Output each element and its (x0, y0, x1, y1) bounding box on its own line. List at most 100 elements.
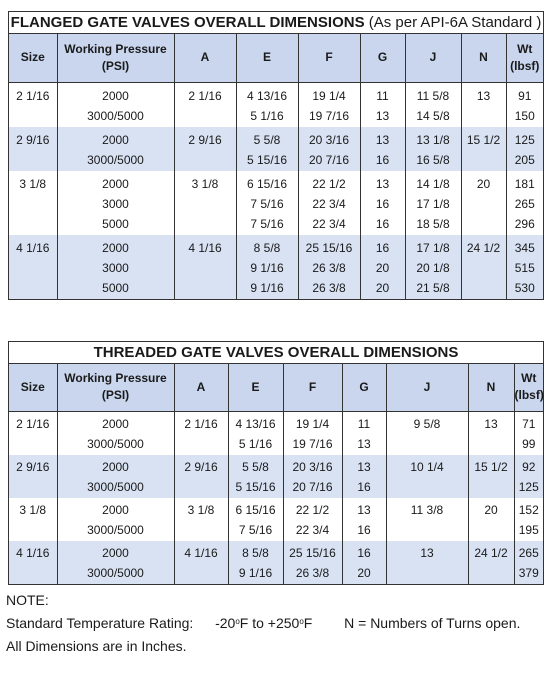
flanged-title-text: FLANGED GATE VALVES OVERALL DIMENSIONS (10, 14, 365, 31)
j-value: 18 5/8 (416, 216, 450, 231)
f-value: 25 15/16 (305, 240, 353, 255)
cell-n: 20 (460, 170, 506, 235)
e-value: 6 15/16 (246, 176, 288, 191)
n-value: 24 1/2 (474, 545, 508, 560)
pressure-value: 2000 (102, 502, 129, 517)
e-value: 5 15/16 (246, 152, 288, 167)
g-value: 11 (376, 88, 389, 103)
cell-size: 3 1/8 (9, 497, 57, 541)
pressure-value: 3000/5000 (87, 522, 144, 537)
n-value: 20 (484, 502, 498, 517)
f-value: 20 3/16 (292, 459, 333, 474)
cell-size: 3 1/8 (9, 170, 57, 235)
pressure-value: 3000/5000 (87, 152, 144, 167)
g-value: 20 (375, 260, 390, 275)
flanged-col-f: F (297, 34, 360, 83)
size-value: 3 1/8 (19, 502, 47, 517)
e-value: 9 1/16 (250, 260, 284, 275)
threaded-title-text: THREADED GATE VALVES OVERALL DIMENSIONS (93, 344, 459, 361)
cell-g: 11 13 (341, 411, 386, 455)
wt-value: 125 (514, 132, 535, 147)
f-value: 20 7/16 (292, 479, 333, 494)
cell-pressure: 2000 3000/5000 (56, 497, 174, 541)
f-value: 22 3/4 (295, 522, 330, 537)
j-value: 21 5/8 (416, 280, 450, 295)
wt-value: 515 (514, 260, 535, 275)
cell-wt: 71 99 (513, 411, 543, 455)
j-value: 13 (420, 545, 434, 560)
flanged-subtitle-text: (As per API-6A Standard ) (368, 14, 542, 31)
e-value: 8 5/8 (242, 545, 269, 560)
pressure-value: 3000 (102, 260, 129, 275)
wt-value: 345 (514, 240, 535, 255)
cell-g: 13 16 (341, 497, 386, 541)
wt-value: 296 (514, 216, 535, 231)
wt-value: 195 (518, 522, 539, 537)
pressure-value: 2000 (102, 240, 129, 255)
n-value: 15 1/2 (466, 132, 501, 147)
cell-f: 20 3/16 20 7/16 (282, 454, 342, 498)
f-value: 26 3/8 (295, 565, 330, 580)
threaded-table-body: 2 1/16 2000 3000/5000 2 1/16 4 13/16 5 1/16 19… (9, 411, 543, 584)
size-value: 2 9/16 (16, 459, 50, 474)
cell-wt: 345 515 530 (505, 234, 543, 299)
cell-g: 13 16 (341, 454, 386, 498)
size-value: 4 1/16 (16, 545, 50, 560)
threaded-col-size: Size (9, 364, 57, 412)
table-row: 3 1/8 2000 3000 5000 3 1/8 6 15/16 7 5/16 7 5/1… (9, 170, 543, 235)
wt-value: 71 (522, 416, 536, 431)
e-value: 4 13/16 (246, 88, 288, 103)
cell-wt: 181 265 296 (505, 170, 543, 235)
j-value: 9 5/8 (413, 416, 441, 431)
cell-g: 13 16 (359, 126, 405, 171)
a-value: 2 9/16 (184, 459, 218, 474)
e-value: 5 1/16 (238, 436, 273, 451)
table-row: 2 1/16 2000 3000/5000 2 1/16 4 13/16 5 1/16 19… (9, 411, 543, 455)
size-value: 4 1/16 (16, 240, 50, 255)
cell-j: 17 1/8 20 1/8 21 5/8 (404, 234, 461, 299)
n-value: 20 (476, 176, 491, 191)
cell-j: 14 1/8 17 1/8 18 5/8 (404, 170, 461, 235)
flanged-col-size: Size (9, 34, 57, 83)
g-value: 13 (375, 176, 390, 191)
n-value: 13 (476, 88, 491, 103)
flanged-table-title: FLANGED GATE VALVES OVERALL DIMENSIONS (… (9, 12, 543, 34)
threaded-header-row: Size Working Pressure (PSI) A E F G J N … (9, 364, 544, 412)
wt-value: 265 (514, 196, 535, 211)
j-value: 11 3/8 (410, 502, 444, 517)
wt-value: 91 (518, 88, 532, 103)
size-value: 2 9/16 (16, 132, 50, 147)
threaded-col-pressure: Working Pressure (PSI) (56, 364, 174, 412)
wt-value: 99 (522, 436, 536, 451)
g-value: 20 (375, 280, 390, 295)
wt-value: 205 (514, 152, 535, 167)
f-value: 19 1/4 (312, 88, 346, 103)
cell-f: 20 3/16 20 7/16 (297, 126, 360, 171)
a-value: 3 1/8 (187, 502, 215, 517)
n-value: 24 1/2 (466, 240, 501, 255)
f-value: 25 15/16 (289, 545, 336, 560)
cell-wt: 152 195 (513, 497, 543, 541)
table-row: 3 1/8 2000 3000/5000 3 1/8 6 15/16 7 5/16 22 1… (9, 497, 543, 541)
flanged-col-a: A (173, 34, 236, 83)
g-value: 16 (375, 152, 390, 167)
cell-e: 4 13/16 5 1/16 (235, 82, 298, 127)
flanged-header-row: Size Working Pressure (PSI) A E F G J N … (9, 34, 543, 83)
note-temp-mid: F to +250 (239, 615, 300, 631)
cell-a: 2 9/16 (173, 454, 228, 498)
threaded-col-j: J (385, 364, 468, 412)
cell-a: 4 1/16 (173, 540, 228, 584)
note-temperature-line: Standard Temperature Rating: -20oF to +2… (6, 612, 520, 635)
cell-j: 13 (385, 540, 468, 584)
cell-j: 11 5/8 14 5/8 (404, 82, 461, 127)
f-value: 26 3/8 (312, 260, 346, 275)
cell-a: 2 1/16 (173, 82, 236, 127)
j-value: 13 1/8 (416, 132, 450, 147)
flanged-dimensions-table: FLANGED GATE VALVES OVERALL DIMENSIONS (… (8, 11, 544, 300)
g-value: 13 (375, 108, 390, 123)
wt-value: 150 (514, 108, 535, 123)
a-value: 2 1/16 (188, 88, 222, 103)
cell-f: 22 1/2 22 3/4 (282, 497, 342, 541)
f-value: 20 3/16 (308, 132, 350, 147)
e-value: 7 5/16 (238, 522, 273, 537)
